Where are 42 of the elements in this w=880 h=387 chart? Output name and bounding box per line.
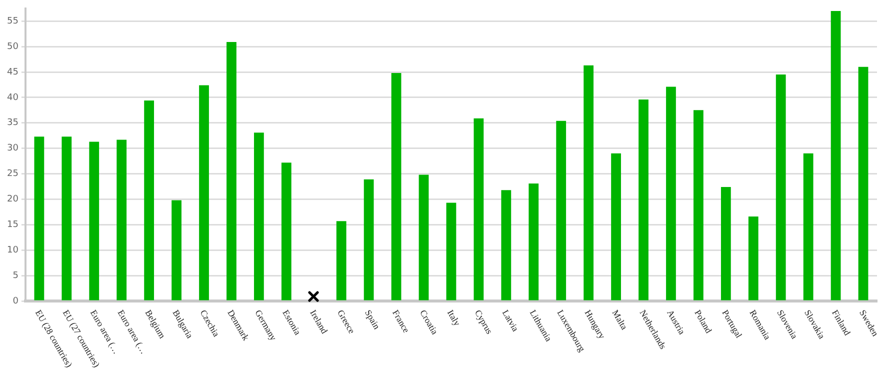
bar [336,221,346,300]
y-tick-label: 20 [7,194,19,205]
y-tick-label: 0 [12,296,19,306]
bar [144,100,154,300]
y-tick-label: 40 [7,92,19,103]
bar [446,202,456,300]
bar [226,42,236,300]
bar [418,174,429,300]
bar [776,74,786,300]
bar [556,120,566,300]
bar [116,140,127,300]
bar [803,153,814,300]
y-tick-label: 55 [7,16,18,26]
bar [172,200,182,300]
bar [254,132,264,300]
y-tick-label: 10 [7,245,19,256]
bar [830,10,841,300]
bar [281,162,292,300]
y-tick-label: 30 [7,144,19,154]
bar [89,142,100,300]
bar [62,136,72,300]
y-tick-label: 5 [12,270,18,281]
bar [666,86,676,300]
y-tick-label: 50 [7,42,19,52]
bar [858,66,868,300]
bar [584,65,594,300]
bar [474,118,484,300]
bar [611,153,621,300]
bar [199,85,209,300]
bar [528,183,539,300]
y-tick-label: 15 [7,220,18,230]
bar [694,110,704,300]
bar [638,99,648,300]
bar [748,216,758,300]
y-tick-label: 35 [7,118,18,128]
y-tick-label: 25 [7,169,18,180]
bar [34,136,44,300]
y-tick-label: 45 [7,67,18,78]
bar [391,73,402,300]
bar [501,190,512,300]
bar [364,179,374,300]
bar [720,187,731,300]
